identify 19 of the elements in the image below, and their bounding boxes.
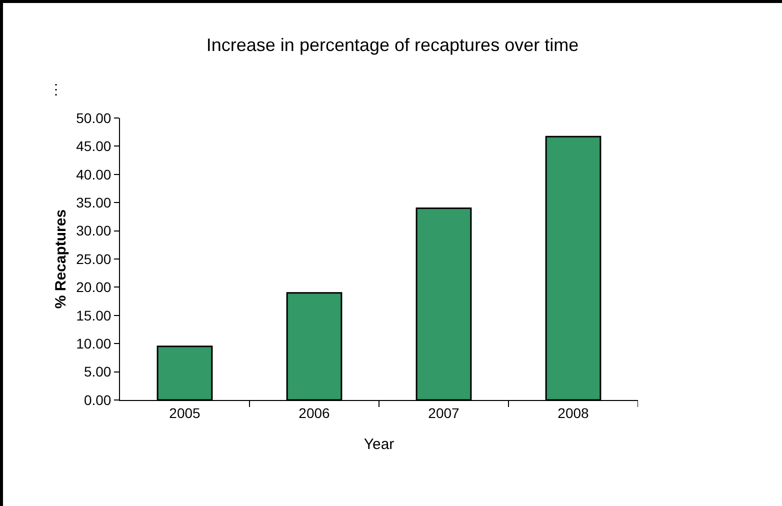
y-tick-label: 0.00 — [84, 392, 112, 408]
y-tick-label: 50.00 — [76, 110, 112, 126]
y-tick-label: 35.00 — [76, 194, 112, 210]
x-tick-label: 2005 — [169, 404, 201, 421]
x-axis-title: Year — [364, 436, 394, 453]
x-tick-label: 2007 — [428, 404, 460, 421]
x-tick-label: 2006 — [298, 404, 330, 421]
y-tick-label: 10.00 — [76, 336, 112, 352]
y-tick-label: 5.00 — [84, 364, 112, 380]
text: ⋮ — [49, 81, 63, 97]
y-tick-label: 45.00 — [76, 138, 112, 154]
y-tick-label: 20.00 — [76, 279, 112, 296]
y-tick-label: 25.00 — [76, 250, 112, 267]
y-tick-label: 40.00 — [76, 166, 112, 182]
chart-title: Increase in percentage of recaptures over time — [206, 34, 579, 55]
x-tick-label: 2008 — [558, 404, 590, 421]
y-tick-label: 30.00 — [76, 222, 112, 239]
y-axis-title: % Recaptures — [52, 209, 70, 309]
y-tick-label: 15.00 — [76, 307, 112, 324]
